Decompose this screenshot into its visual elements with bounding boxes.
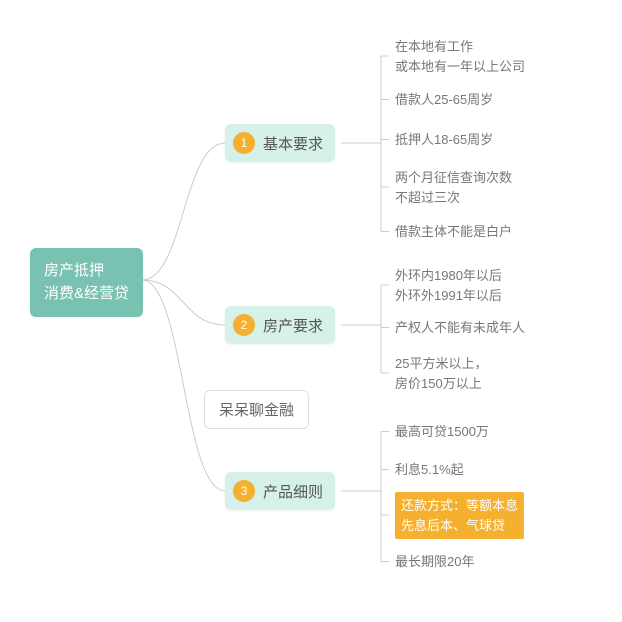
branch-node-b2: 2 房产要求 — [225, 306, 335, 344]
leaf-node: 在本地有工作或本地有一年以上公司 — [395, 37, 525, 76]
branch-badge: 3 — [233, 480, 255, 502]
branch-node-b1: 1 基本要求 — [225, 124, 335, 162]
leaf-node: 还款方式：等额本息先息后本、气球贷 — [395, 492, 524, 539]
leaf-text: 25平方米以上， — [395, 356, 487, 371]
leaf-text: 或本地有一年以上公司 — [395, 59, 525, 74]
leaf-text: 产权人不能有未成年人 — [395, 320, 525, 335]
leaf-text: 在本地有工作 — [395, 39, 473, 54]
root-label-line2: 消费&经营贷 — [44, 285, 129, 302]
leaf-text: 两个月征信查询次数 — [395, 170, 512, 185]
leaf-node: 25平方米以上， 房价150万以上 — [395, 354, 487, 393]
leaf-node: 抵押人18-65周岁 — [395, 130, 493, 150]
root-label-line1: 房产抵押 — [44, 262, 104, 279]
watermark-node: 呆呆聊金融 — [204, 390, 309, 429]
leaf-text: 不超过三次 — [395, 190, 460, 205]
leaf-text: 先息后本、气球贷 — [401, 518, 505, 533]
leaf-node: 借款主体不能是白户 — [395, 222, 512, 242]
branch-badge: 1 — [233, 132, 255, 154]
leaf-text: 最高可贷1500万 — [395, 424, 489, 439]
leaf-text: 外环外1991年以后 — [395, 288, 502, 303]
leaf-node: 借款人25-65周岁 — [395, 90, 493, 110]
leaf-node: 利息5.1%起 — [395, 460, 464, 480]
branch-badge: 2 — [233, 314, 255, 336]
root-node: 房产抵押 消费&经营贷 — [30, 248, 143, 317]
leaf-node: 最长期限20年 — [395, 552, 474, 572]
leaf-node: 外环内1980年以后外环外1991年以后 — [395, 266, 502, 305]
leaf-text: 借款人25-65周岁 — [395, 92, 493, 107]
leaf-node: 产权人不能有未成年人 — [395, 318, 525, 338]
leaf-text: 还款方式：等额本息 — [401, 498, 518, 513]
leaf-text: 最长期限20年 — [395, 554, 474, 569]
leaf-text: 借款主体不能是白户 — [395, 224, 512, 239]
leaf-text: 房价150万以上 — [395, 376, 482, 391]
watermark-label: 呆呆聊金融 — [219, 402, 294, 419]
branch-node-b3: 3 产品细则 — [225, 472, 335, 510]
leaf-node: 两个月征信查询次数不超过三次 — [395, 168, 512, 207]
leaf-node: 最高可贷1500万 — [395, 422, 489, 442]
leaf-text: 抵押人18-65周岁 — [395, 132, 493, 147]
branch-label: 产品细则 — [263, 481, 323, 502]
leaf-text: 外环内1980年以后 — [395, 268, 502, 283]
branch-label: 房产要求 — [263, 315, 323, 336]
branch-label: 基本要求 — [263, 133, 323, 154]
leaf-text: 利息5.1%起 — [395, 462, 464, 477]
